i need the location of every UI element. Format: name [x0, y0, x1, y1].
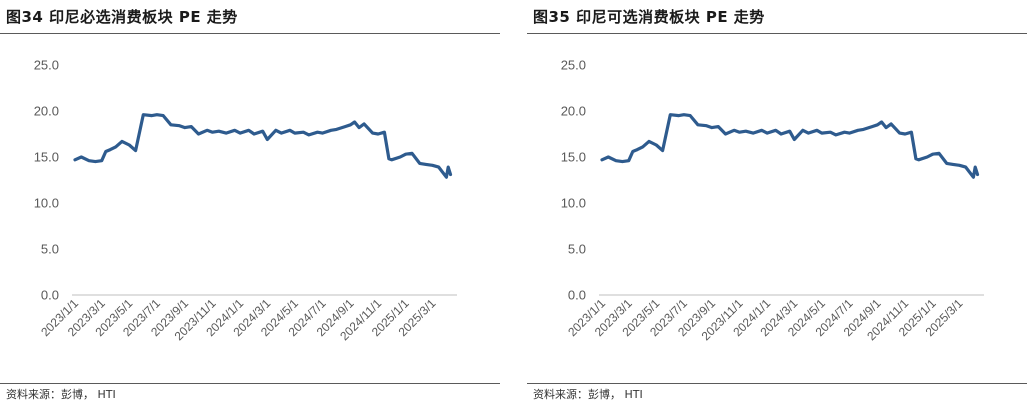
- y-tick-label: 20.0: [561, 104, 586, 119]
- y-tick-label: 0.0: [41, 288, 59, 303]
- y-tick-label: 10.0: [561, 196, 586, 211]
- source-divider: [527, 383, 1027, 384]
- chart-panel-35: 图35 印尼可选消费板块 PE 走势 25.0 20.0 15.0 10.0 5.0 0.…: [527, 0, 1027, 404]
- y-tick-label: 0.0: [568, 288, 586, 303]
- y-tick-label: 15.0: [561, 150, 586, 165]
- y-tick-label: 5.0: [568, 242, 586, 257]
- pe-line-chart: 25.020.015.010.05.00.02023/1/12023/3/120…: [561, 58, 984, 343]
- title-divider: [527, 33, 1027, 34]
- y-tick-label: 5.0: [41, 242, 59, 257]
- source-note: 资料来源：彭博， HTI: [6, 388, 116, 401]
- y-tick-label: 20.0: [34, 104, 59, 119]
- y-tick-label: 25.0: [561, 58, 586, 73]
- pe-series-line: [600, 113, 980, 179]
- source-note: 资料来源：彭博， HTI: [533, 388, 643, 401]
- chart-title: 图35 印尼可选消费板块 PE 走势: [533, 8, 765, 26]
- title-divider: [0, 33, 500, 34]
- y-tick-label: 15.0: [34, 150, 59, 165]
- chart-panel-34: 图34 印尼必选消费板块 PE 走势 25.0 20.0 15.0 10.0 5.0 0.…: [0, 0, 500, 404]
- source-divider: [0, 383, 500, 384]
- chart-title: 图34 印尼必选消费板块 PE 走势: [6, 8, 238, 26]
- y-tick-label: 10.0: [34, 196, 59, 211]
- y-tick-label: 25.0: [34, 58, 59, 73]
- pe-line-chart: 25.020.015.010.05.00.02023/1/12023/3/120…: [34, 58, 457, 343]
- pe-series-line: [73, 113, 453, 179]
